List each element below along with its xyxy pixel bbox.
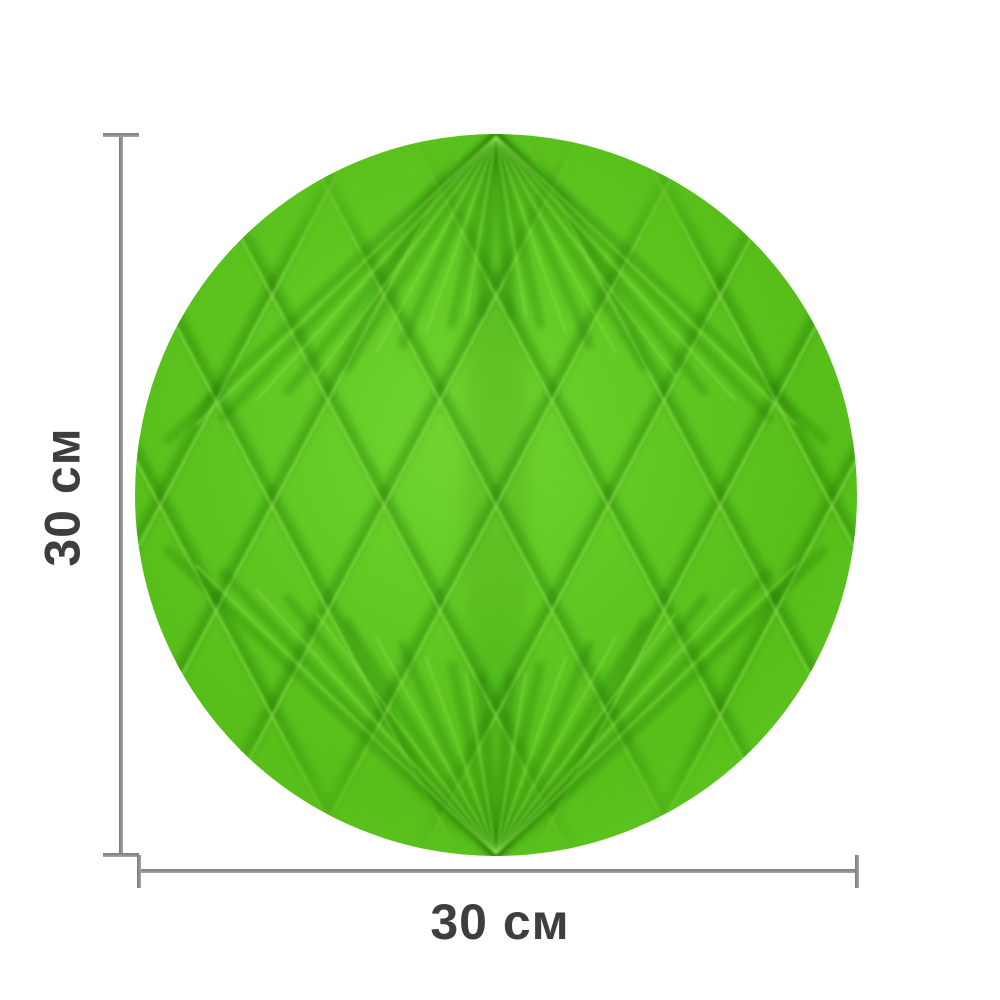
width-dimension-right-tick — [855, 855, 859, 888]
height-dimension-label: 30 см — [34, 427, 91, 567]
width-dimension-left-tick — [137, 855, 141, 888]
height-dimension-bottom-cap — [103, 853, 139, 857]
width-dimension-label: 30 см — [430, 894, 570, 950]
height-dimension-line — [119, 134, 123, 855]
height-dimension-top-cap — [103, 133, 139, 137]
width-dimension-line — [139, 869, 858, 873]
